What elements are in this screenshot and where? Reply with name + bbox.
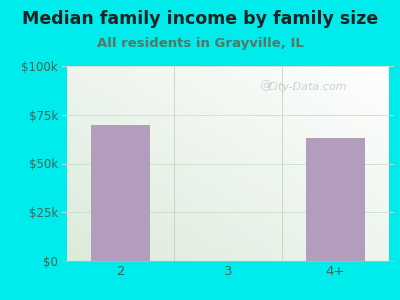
Text: City-Data.com: City-Data.com xyxy=(268,82,347,92)
Text: Median family income by family size: Median family income by family size xyxy=(22,11,378,28)
Text: All residents in Grayville, IL: All residents in Grayville, IL xyxy=(96,38,304,50)
Text: @: @ xyxy=(260,79,272,92)
Bar xyxy=(306,138,364,261)
Bar xyxy=(92,124,150,261)
